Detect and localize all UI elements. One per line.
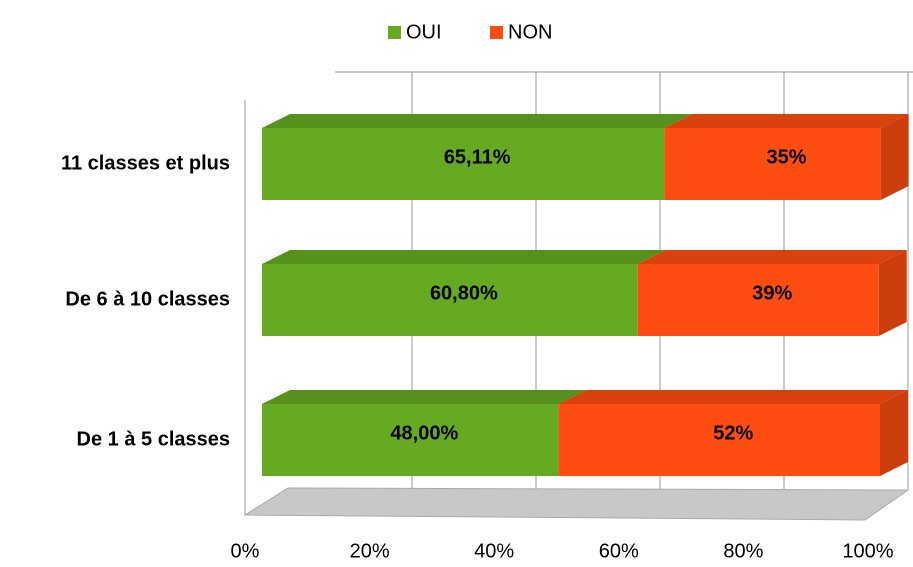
bar xyxy=(664,128,881,200)
bar-top xyxy=(664,114,909,128)
data-label: 39% xyxy=(752,282,792,304)
x-tick-label: 40% xyxy=(474,540,514,562)
x-tick-label: 0% xyxy=(231,540,260,562)
y-tick-label: 11 classes et plus xyxy=(61,152,230,174)
bar xyxy=(262,128,665,200)
x-tick-label: 80% xyxy=(723,540,763,562)
legend-label: OUI xyxy=(406,21,442,43)
bar-top xyxy=(637,250,907,264)
data-label: 65,11% xyxy=(444,146,511,168)
bar-side xyxy=(880,114,909,200)
data-label: 60,80% xyxy=(430,282,498,304)
floor xyxy=(243,487,910,521)
bar-top xyxy=(262,390,587,404)
bar-side xyxy=(880,390,908,476)
y-tick-label: De 6 à 10 classes xyxy=(65,288,230,310)
bar-top xyxy=(262,114,693,128)
legend-swatch xyxy=(490,26,503,39)
legend-swatch xyxy=(388,26,401,39)
x-tick-label: 60% xyxy=(599,540,639,562)
legend-label: NON xyxy=(508,21,552,43)
bar xyxy=(558,404,880,476)
x-tick-label: 20% xyxy=(350,540,390,562)
bar xyxy=(262,404,559,476)
bar-top xyxy=(262,250,666,264)
x-tick-label: 100% xyxy=(842,540,893,562)
data-label: 48,00% xyxy=(390,422,458,444)
bar-side xyxy=(878,250,907,336)
data-label: 35% xyxy=(767,146,807,168)
bar xyxy=(262,264,638,336)
data-label: 52% xyxy=(713,422,753,444)
bar-top xyxy=(558,390,908,404)
y-tick-label: De 1 à 5 classes xyxy=(77,428,230,450)
bar xyxy=(637,264,879,336)
